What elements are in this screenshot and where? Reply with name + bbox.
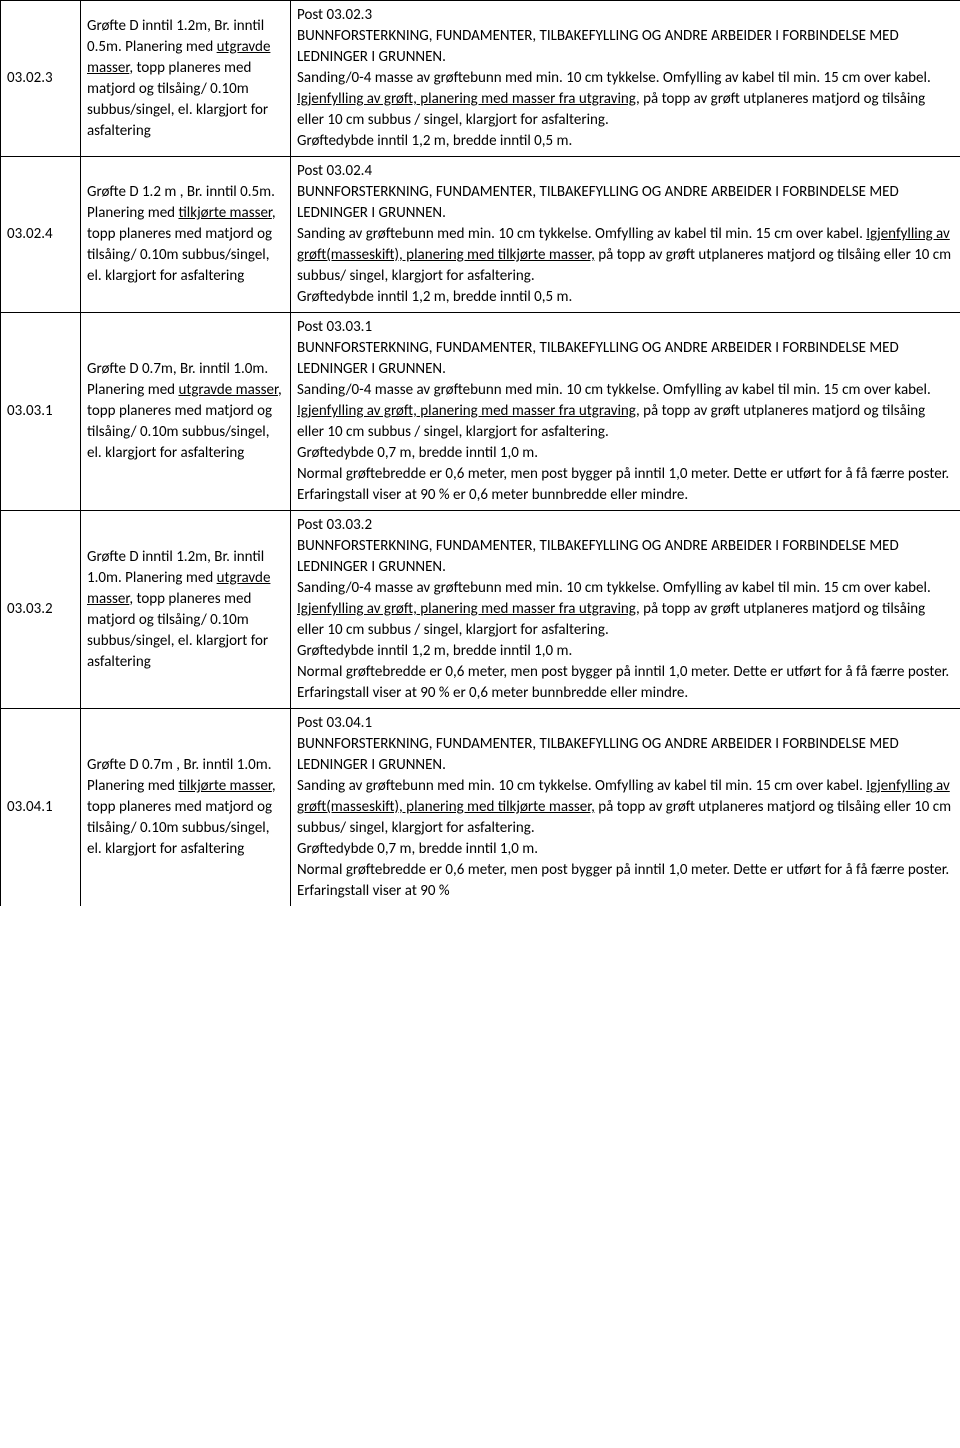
table-row: 03.03.2Grøfte D inntil 1.2m, Br. inntil … xyxy=(1,511,960,709)
code-cell: 03.02.3 xyxy=(1,1,81,157)
long-l2-pre: Sanding/0-4 masse av grøftebunn med min.… xyxy=(297,579,931,597)
table-row: 03.03.1Grøfte D 0.7m, Br. inntil 1.0m. P… xyxy=(1,313,960,511)
long-desc-cell: Post 03.02.3BUNNFORSTERKNING, FUNDAMENTE… xyxy=(291,1,960,157)
long-desc-cell: Post 03.04.1BUNNFORSTERKNING, FUNDAMENTE… xyxy=(291,709,960,907)
long-line2: Sanding/0-4 masse av grøftebunn med min.… xyxy=(297,68,954,131)
long-line1: BUNNFORSTERKNING, FUNDAMENTER, TILBAKEFY… xyxy=(297,734,954,776)
long-line3: Grøftedybde inntil 1,2 m, bredde inntil … xyxy=(297,131,954,152)
short-desc-cell: Grøfte D inntil 1.2m, Br. inntil 1.0m. P… xyxy=(81,511,291,709)
long-line3: Grøftedybde inntil 1,2 m, bredde inntil … xyxy=(297,287,954,308)
long-l2-underline: Igjenfylling av grøft, planering med mas… xyxy=(297,90,636,108)
long-line3: Grøftedybde 0,7 m, bredde inntil 1,0 m. xyxy=(297,443,954,464)
long-line2: Sanding av grøftebunn med min. 10 cm tyk… xyxy=(297,776,954,839)
table-row: 03.02.4Grøfte D 1.2 m , Br. inntil 0.5m.… xyxy=(1,157,960,313)
short-underline: utgravde masser xyxy=(178,381,278,399)
long-l2-underline: Igjenfylling av grøft, planering med mas… xyxy=(297,600,636,618)
short-desc-cell: Grøfte D 0.7m, Br. inntil 1.0m. Planerin… xyxy=(81,313,291,511)
spec-table-body: 03.02.3Grøfte D inntil 1.2m, Br. inntil … xyxy=(1,1,960,907)
long-title: Post 03.02.3 xyxy=(297,5,954,26)
table-row: 03.02.3Grøfte D inntil 1.2m, Br. inntil … xyxy=(1,1,960,157)
long-line2: Sanding av grøftebunn med min. 10 cm tyk… xyxy=(297,224,954,287)
code-cell: 03.04.1 xyxy=(1,709,81,907)
long-line2: Sanding/0-4 masse av grøftebunn med min.… xyxy=(297,578,954,641)
long-l2-pre: Sanding/0-4 masse av grøftebunn med min.… xyxy=(297,381,931,399)
short-desc-cell: Grøfte D inntil 1.2m, Br. inntil 0.5m. P… xyxy=(81,1,291,157)
short-underline: tilkjørte masser xyxy=(178,777,271,795)
long-l2-pre: Sanding/0-4 masse av grøftebunn med min.… xyxy=(297,69,931,87)
long-desc-cell: Post 03.03.1BUNNFORSTERKNING, FUNDAMENTE… xyxy=(291,313,960,511)
code-cell: 03.02.4 xyxy=(1,157,81,313)
long-title: Post 03.02.4 xyxy=(297,161,954,182)
code-cell: 03.03.1 xyxy=(1,313,81,511)
long-line2: Sanding/0-4 masse av grøftebunn med min.… xyxy=(297,380,954,443)
long-desc-cell: Post 03.02.4BUNNFORSTERKNING, FUNDAMENTE… xyxy=(291,157,960,313)
long-line1: BUNNFORSTERKNING, FUNDAMENTER, TILBAKEFY… xyxy=(297,338,954,380)
short-desc-cell: Grøfte D 1.2 m , Br. inntil 0.5m. Planer… xyxy=(81,157,291,313)
long-line1: BUNNFORSTERKNING, FUNDAMENTER, TILBAKEFY… xyxy=(297,26,954,68)
long-line3: Grøftedybde 0,7 m, bredde inntil 1,0 m. xyxy=(297,839,954,860)
long-extra: Normal grøftebredde er 0,6 meter, men po… xyxy=(297,464,954,506)
long-l2-pre: Sanding av grøftebunn med min. 10 cm tyk… xyxy=(297,777,866,795)
long-line3: Grøftedybde inntil 1,2 m, bredde inntil … xyxy=(297,641,954,662)
code-cell: 03.03.2 xyxy=(1,511,81,709)
long-title: Post 03.03.1 xyxy=(297,317,954,338)
long-line1: BUNNFORSTERKNING, FUNDAMENTER, TILBAKEFY… xyxy=(297,182,954,224)
long-l2-underline: Igjenfylling av grøft, planering med mas… xyxy=(297,402,636,420)
long-title: Post 03.03.2 xyxy=(297,515,954,536)
spec-table: 03.02.3Grøfte D inntil 1.2m, Br. inntil … xyxy=(0,0,960,906)
long-desc-cell: Post 03.03.2BUNNFORSTERKNING, FUNDAMENTE… xyxy=(291,511,960,709)
long-l2-pre: Sanding av grøftebunn med min. 10 cm tyk… xyxy=(297,225,866,243)
short-desc-cell: Grøfte D 0.7m , Br. inntil 1.0m. Planeri… xyxy=(81,709,291,907)
table-row: 03.04.1Grøfte D 0.7m , Br. inntil 1.0m. … xyxy=(1,709,960,907)
long-title: Post 03.04.1 xyxy=(297,713,954,734)
short-underline: tilkjørte masser xyxy=(178,204,271,222)
long-extra: Normal grøftebredde er 0,6 meter, men po… xyxy=(297,662,954,704)
long-extra: Normal grøftebredde er 0,6 meter, men po… xyxy=(297,860,954,902)
long-line1: BUNNFORSTERKNING, FUNDAMENTER, TILBAKEFY… xyxy=(297,536,954,578)
